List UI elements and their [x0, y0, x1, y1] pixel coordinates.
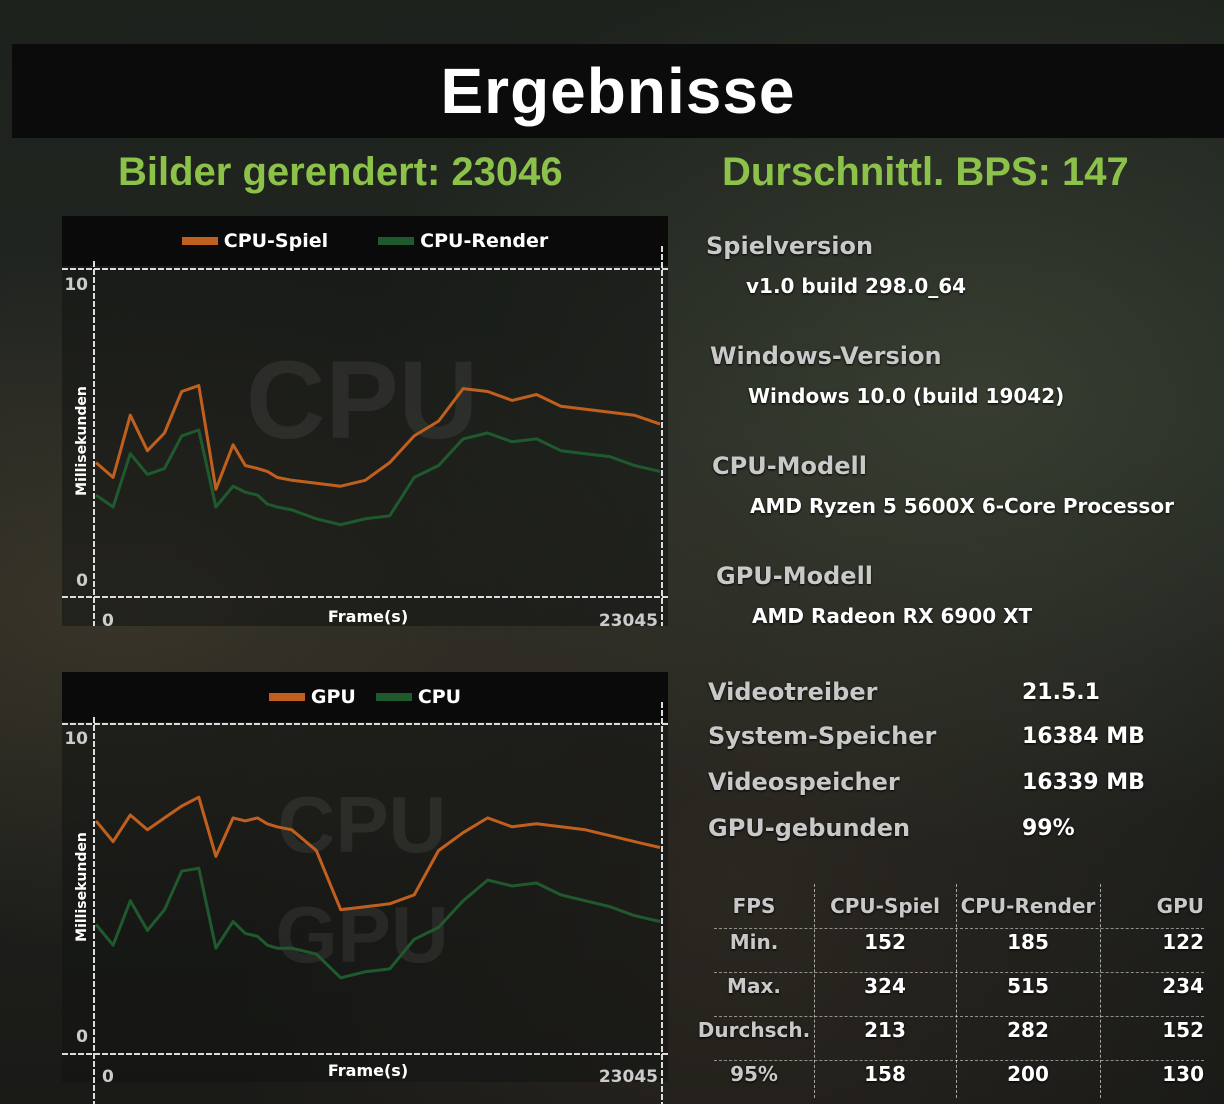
row-label: Min.	[729, 930, 779, 954]
table-cell: 213	[864, 1018, 906, 1042]
gpu-bound-value: 99%	[1022, 816, 1075, 841]
table-cell: 324	[864, 974, 906, 998]
x-min-label: 0	[102, 1067, 114, 1087]
table-cell: 158	[864, 1062, 906, 1086]
table-row: Max. 324 515 234	[694, 964, 1204, 1008]
table-divider	[1100, 884, 1101, 1098]
chart-legend: GPU CPU	[62, 672, 668, 722]
table-row: Durchsch. 213 282 152	[694, 1008, 1204, 1052]
table-cell: 515	[1007, 974, 1049, 998]
cpu-chart: CPU-Spiel CPU-Render CPU 10 0 0 23045 Fr…	[62, 216, 668, 626]
legend-swatch-green	[378, 237, 415, 245]
legend-label: GPU	[310, 686, 356, 708]
gpu-model-value: AMD Radeon RX 6900 XT	[752, 604, 1033, 628]
legend-item-cpu-render: CPU-Render	[378, 230, 548, 252]
table-header: FPS	[732, 894, 776, 918]
table-divider	[714, 1016, 1204, 1017]
video-memory-value: 16339 MB	[1022, 770, 1145, 795]
cpu-chart-plot: CPU 10 0 0 23045 Frame(s) Millisekunden	[62, 246, 668, 626]
game-version-label: Spielversion	[706, 232, 874, 260]
table-divider	[714, 972, 1204, 973]
row-label: Max.	[727, 974, 781, 998]
table-header: CPU-Spiel	[830, 894, 940, 918]
title-bar: Ergebnisse	[12, 44, 1224, 138]
series-line-cpu-render	[95, 428, 661, 527]
page-title: Ergebnisse	[440, 55, 796, 127]
chart-watermark-top: CPU	[278, 780, 447, 869]
table-cell: 200	[1007, 1062, 1049, 1086]
table-cell: 152	[864, 930, 906, 954]
table-header-row: FPS CPU-Spiel CPU-Render GPU	[694, 884, 1204, 928]
average-fps: Durschnittl. BPS: 147	[722, 150, 1129, 194]
legend-label: CPU	[417, 686, 462, 708]
legend-item-cpu: CPU	[375, 686, 462, 708]
legend-label: CPU-Render	[420, 230, 549, 252]
legend-swatch-orange	[181, 237, 218, 245]
table-cell: 152	[1162, 1018, 1204, 1042]
table-cell: 234	[1162, 974, 1204, 998]
video-driver-label: Videotreiber	[708, 678, 878, 706]
table-row: Min. 152 185 122	[694, 920, 1204, 964]
table-divider	[714, 928, 1204, 929]
table-cell: 122	[1162, 930, 1204, 954]
row-label: 95%	[730, 1062, 778, 1086]
cpu-model-value: AMD Ryzen 5 5600X 6-Core Processor	[750, 494, 1174, 518]
cpu-model-label: CPU-Modell	[712, 452, 867, 480]
table-divider	[714, 1060, 1204, 1061]
table-header: GPU	[1156, 894, 1204, 918]
legend-label: CPU-Spiel	[223, 230, 329, 252]
table-header: CPU-Render	[960, 894, 1096, 918]
chart-legend: CPU-Spiel CPU-Render	[62, 216, 668, 266]
series-layer	[95, 384, 661, 527]
y-axis-title: Millisekunden	[74, 386, 90, 496]
legend-swatch-green	[375, 693, 412, 701]
x-min-label: 0	[102, 611, 114, 626]
frames-rendered: Bilder gerendert: 23046	[118, 150, 563, 194]
y-max-label: 10	[64, 729, 88, 749]
table-divider	[814, 884, 815, 1098]
legend-item-cpu-spiel: CPU-Spiel	[181, 230, 329, 252]
chart-watermark-bottom: GPU	[275, 890, 448, 979]
series-layer	[94, 795, 661, 980]
system-memory-value: 16384 MB	[1022, 724, 1145, 749]
windows-version-value: Windows 10.0 (build 19042)	[748, 384, 1065, 408]
chart-watermark: CPU	[246, 339, 478, 462]
y-min-label: 0	[76, 1027, 88, 1047]
row-label: Durchsch.	[697, 1018, 811, 1042]
x-axis-title: Frame(s)	[328, 1061, 408, 1080]
x-max-label: 23045	[599, 1067, 658, 1087]
gpu-model-label: GPU-Modell	[716, 562, 874, 590]
video-memory-label: Videospeicher	[708, 768, 900, 796]
x-axis-title: Frame(s)	[328, 607, 408, 626]
gpu-chart-plot: CPU GPU 10 0 0 23045 Frame(s) Millisekun…	[62, 702, 668, 1104]
gpu-bound-label: GPU-gebunden	[708, 814, 911, 842]
table-cell: 185	[1007, 930, 1049, 954]
game-version-value: v1.0 build 298.0_64	[746, 274, 967, 298]
y-max-label: 10	[64, 275, 88, 295]
legend-item-gpu: GPU	[268, 686, 356, 708]
table-cell: 282	[1007, 1018, 1049, 1042]
table-divider	[956, 884, 957, 1098]
series-line-gpu	[94, 795, 661, 912]
x-max-label: 23045	[599, 611, 658, 626]
y-min-label: 0	[76, 571, 88, 591]
gpu-chart: GPU CPU CPU GPU 10 0 0 23045 Frame(s) Mi…	[62, 672, 668, 1104]
video-driver-value: 21.5.1	[1022, 680, 1100, 705]
legend-swatch-orange	[268, 693, 305, 701]
windows-version-label: Windows-Version	[710, 342, 942, 370]
y-axis-title: Millisekunden	[74, 832, 90, 942]
table-row: 95% 158 200 130	[694, 1052, 1204, 1096]
series-line-cpu-spiel	[95, 384, 661, 491]
series-line-cpu	[94, 866, 661, 980]
system-memory-label: System-Speicher	[708, 722, 937, 750]
table-cell: 130	[1162, 1062, 1204, 1086]
